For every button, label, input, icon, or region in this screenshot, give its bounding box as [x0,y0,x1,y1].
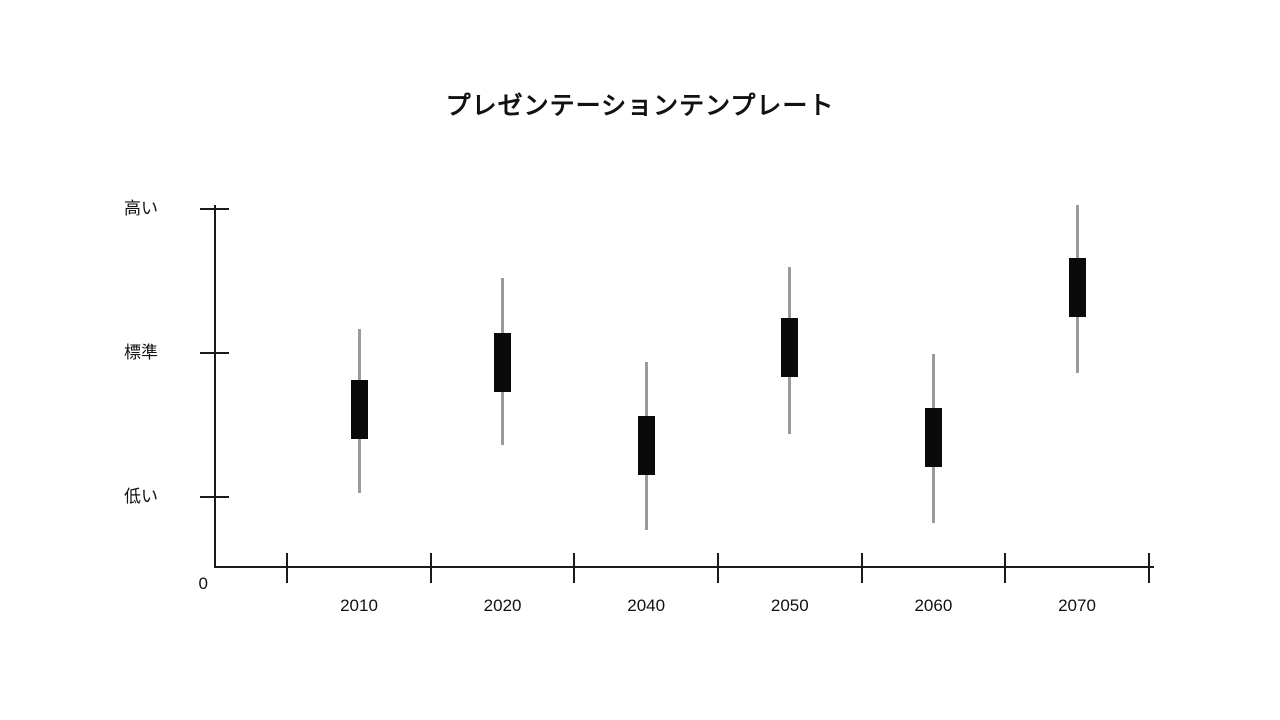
y-tick-label: 標準 [124,343,158,362]
y-axis-line [214,205,216,568]
candle-body [924,407,942,467]
y-axis-tick [200,208,229,210]
x-axis-tick [573,553,576,583]
chart-title: プレゼンテーションテンプレート [445,92,835,120]
x-tick-label: 2020 [483,596,522,615]
y-tick-label: 低い [124,487,158,506]
x-axis-tick [1004,553,1007,583]
x-tick-label: 2040 [627,596,666,615]
y-axis-tick [200,496,229,498]
candle-body [1068,257,1086,317]
candle-body [781,318,799,378]
y-tick-label: 高い [124,199,158,218]
x-axis-tick [286,553,289,583]
x-tick-label: 2050 [770,596,809,615]
x-axis-tick [860,553,863,583]
origin-label: 0 [198,574,208,593]
x-tick-label: 2010 [340,596,378,615]
y-axis-tick [200,352,229,354]
x-tick-label: 2070 [1058,596,1096,615]
candle-body [637,416,655,476]
x-axis-tick [717,553,719,583]
x-tick-label: 2060 [914,596,953,615]
x-axis-line [215,566,1154,568]
x-axis-tick [1147,553,1150,583]
candle-body [494,332,512,392]
candle-body [350,380,368,440]
x-axis-tick [429,553,432,583]
